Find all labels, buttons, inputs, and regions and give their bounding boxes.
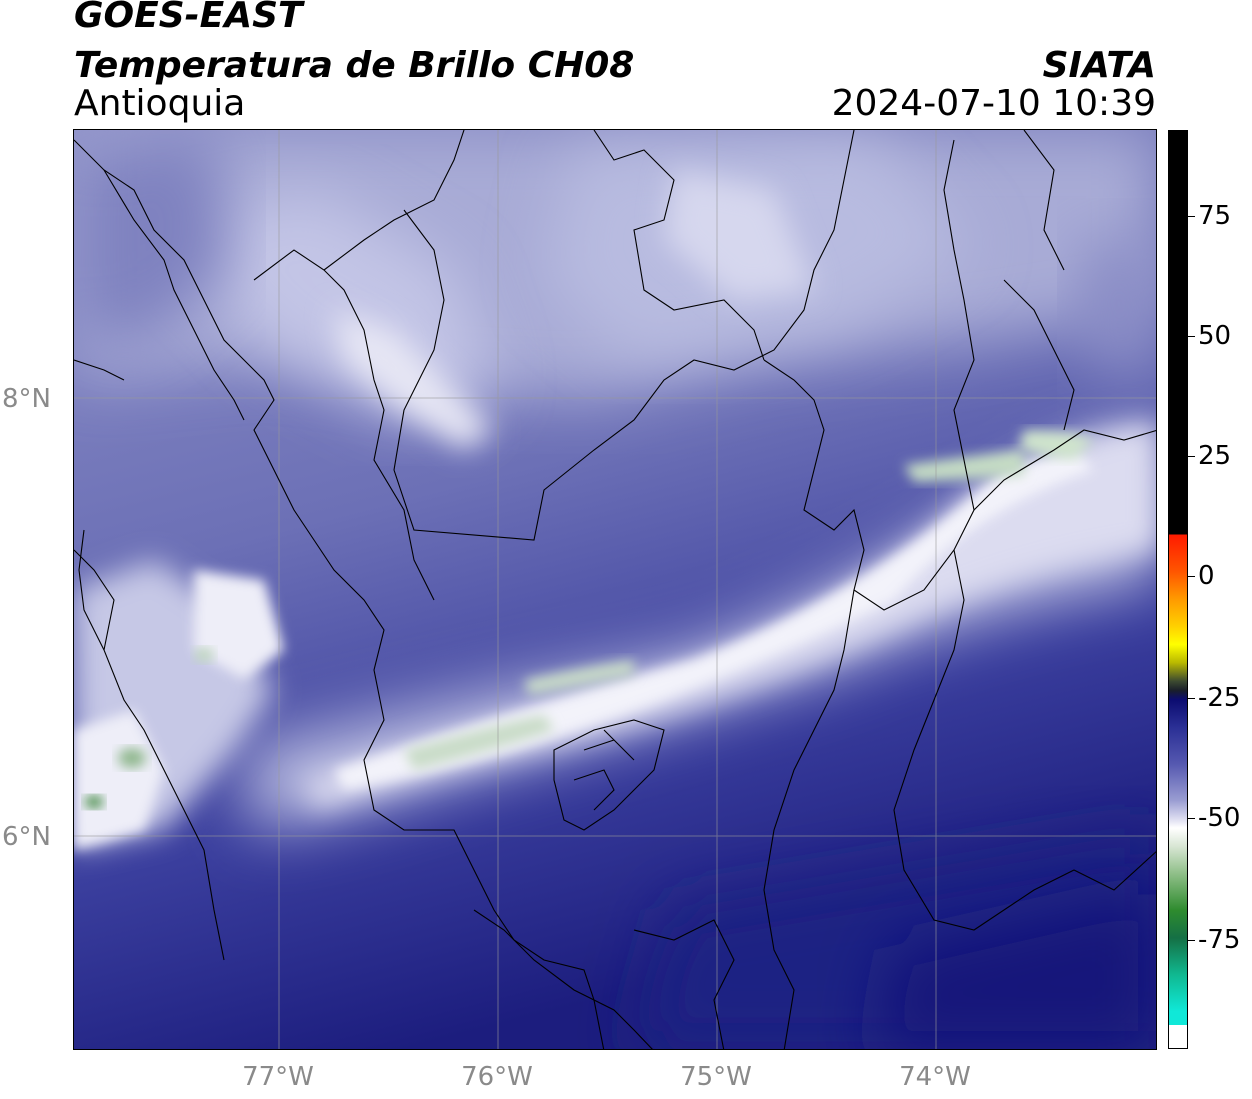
colorbar-label-neg25: -25	[1198, 683, 1241, 713]
map-canvas	[74, 130, 1156, 1049]
lon-label-76w: 76°W	[461, 1062, 533, 1092]
lon-label-77w: 77°W	[242, 1062, 314, 1092]
lon-label-75w: 75°W	[680, 1062, 752, 1092]
lat-label-8n: 8°N	[2, 384, 51, 414]
colorbar-tick	[1188, 576, 1195, 577]
colorbar-label-50: 50	[1198, 321, 1232, 351]
colorbar-tick	[1188, 940, 1195, 941]
boundary-lines	[74, 130, 1156, 1049]
region-label: Antioquia	[74, 83, 246, 124]
colorbar-label-neg50: -50	[1198, 803, 1241, 833]
colorbar	[1168, 130, 1188, 1049]
colorbar-label-75: 75	[1198, 201, 1232, 231]
map-gridlines	[74, 130, 1156, 1049]
satellite-map[interactable]	[73, 129, 1157, 1050]
colorbar-label-0: 0	[1198, 561, 1215, 591]
satellite-title: GOES-EAST	[74, 0, 303, 36]
organization-label: SIATA	[1042, 45, 1156, 86]
datetime-label: 2024-07-10 10:39	[831, 83, 1156, 124]
colorbar-tick	[1188, 818, 1195, 819]
colorbar-label-25: 25	[1198, 441, 1232, 471]
colorbar-label-neg75: -75	[1198, 925, 1241, 955]
colorbar-tick	[1188, 216, 1195, 217]
product-title: Temperatura de Brillo CH08	[74, 45, 635, 86]
colorbar-tick	[1188, 698, 1195, 699]
colorbar-tick	[1188, 336, 1195, 337]
cloud-field	[74, 130, 1156, 1049]
colorbar-tick	[1188, 456, 1195, 457]
lon-label-74w: 74°W	[899, 1062, 971, 1092]
lat-label-6n: 6°N	[2, 822, 51, 852]
